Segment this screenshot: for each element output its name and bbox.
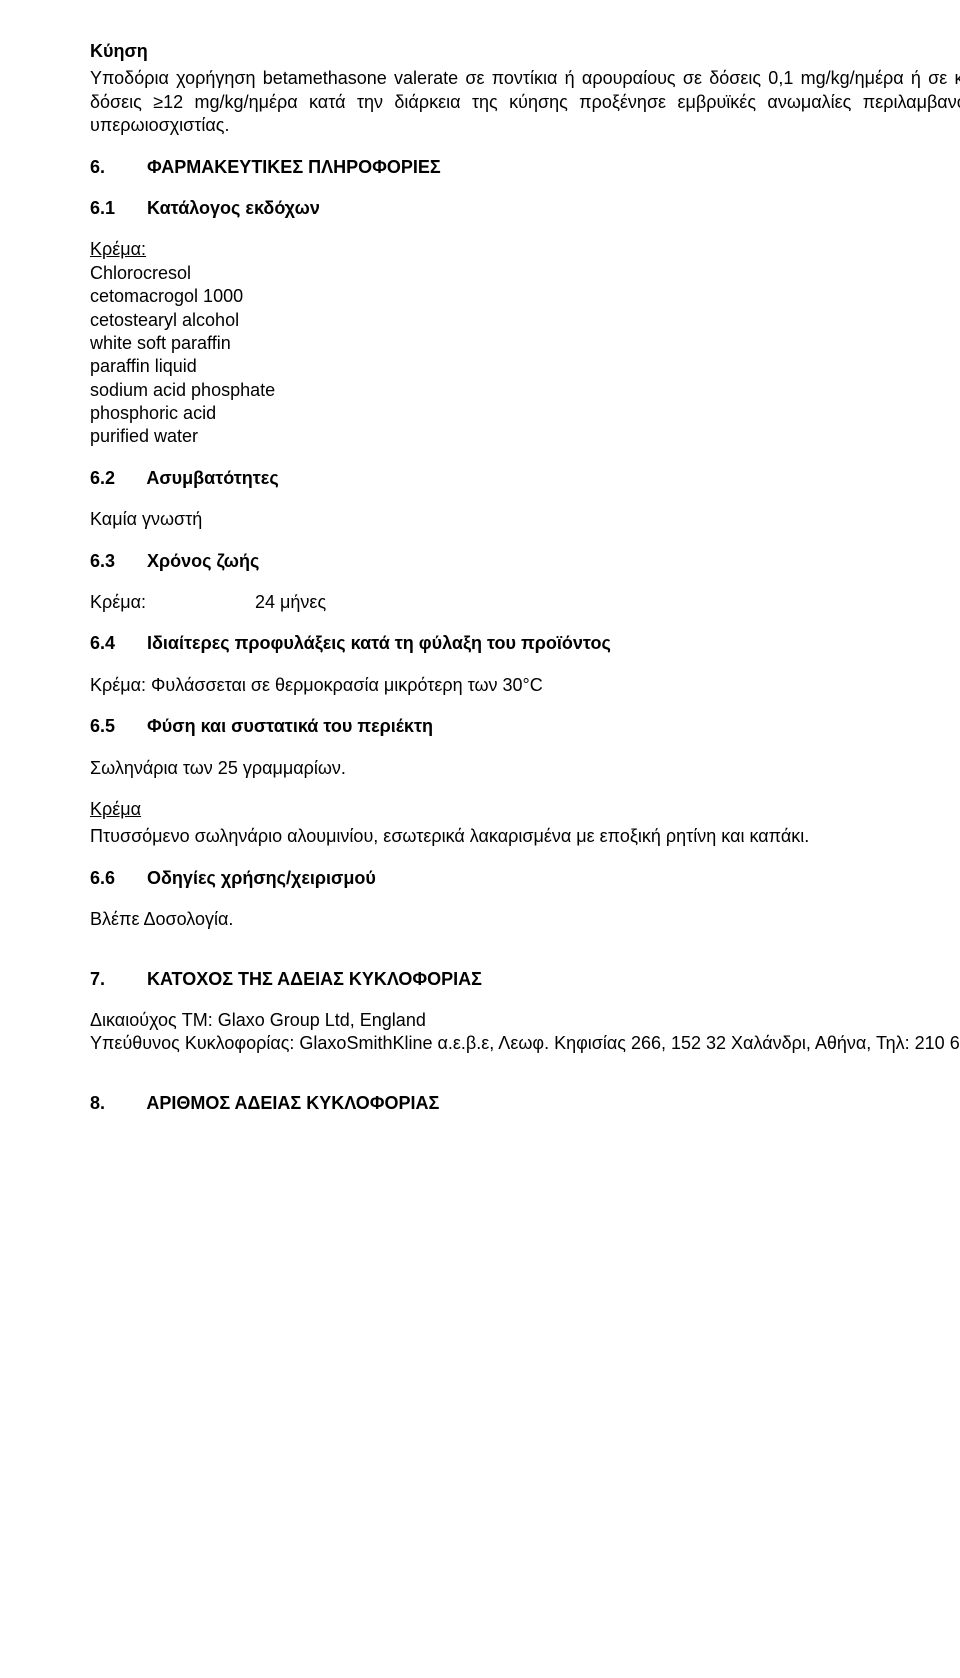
section-6-1-heading: 6.1 Κατάλογος εκδόχων	[90, 197, 960, 220]
page-number: 8	[90, 1175, 960, 1196]
krema-body: Πτυσσόμενο σωληνάριο αλουμινίου, εσωτερι…	[90, 825, 960, 848]
section-6-4-body: Κρέμα: Φυλάσσεται σε θερμοκρασία μικρότε…	[90, 674, 960, 697]
section-6-2-heading: 6.2 Ασυμβατότητες	[90, 467, 960, 490]
section-6-2-title: Ασυμβατότητες	[146, 468, 278, 488]
section-8-heading: 8. ΑΡΙΘΜΟΣ ΑΔΕΙΑΣ ΚΥΚΛΟΦΟΡΙΑΣ	[90, 1092, 960, 1115]
section-6-5-heading: 6.5 Φύση και συστατικά του περιέκτη	[90, 715, 960, 738]
section-6-4-title: Ιδιαίτερες προφυλάξεις κατά τη φύλαξη το…	[147, 633, 611, 653]
section-7-title: ΚΑΤΟΧΟΣ ΤΗΣ ΑΔΕΙΑΣ ΚΥΚΛΟΦΟΡΙΑΣ	[147, 969, 482, 989]
shelf-life-value: 24 μήνες	[255, 592, 326, 612]
section-6-3-heading: 6.3 Χρόνος ζωής	[90, 550, 960, 573]
pregnancy-section: Κύηση Υποδόρια χορήγηση betamethasone va…	[90, 40, 960, 138]
section-6-3-title: Χρόνος ζωής	[147, 551, 259, 571]
shelf-life-label: Κρέμα:	[90, 591, 250, 614]
section-6-6-body: Βλέπε Δοσολογία.	[90, 908, 960, 931]
section-6-6-title: Οδηγίες χρήσης/χειρισμού	[147, 868, 376, 888]
excipient-item: phosphoric acid	[90, 402, 960, 425]
excipient-item: Chlorocresol	[90, 262, 960, 285]
section-6-6-number: 6.6	[90, 867, 142, 890]
section-8-number: 8.	[90, 1092, 142, 1115]
section-6-heading: 6. ΦΑΡΜΑΚΕΥΤΙΚΕΣ ΠΛΗΡΟΦΟΡΙΕΣ	[90, 156, 960, 179]
section-6-4-number: 6.4	[90, 632, 142, 655]
section-6-4-heading: 6.4 Ιδιαίτερες προφυλάξεις κατά τη φύλαξ…	[90, 632, 960, 655]
pregnancy-body: Υποδόρια χορήγηση betamethasone valerate…	[90, 67, 960, 137]
section-7-heading: 7. ΚΑΤΟΧΟΣ ΤΗΣ ΑΔΕΙΑΣ ΚΥΚΛΟΦΟΡΙΑΣ	[90, 968, 960, 991]
section-6-1-title: Κατάλογος εκδόχων	[147, 198, 320, 218]
pregnancy-title: Κύηση	[90, 40, 960, 63]
section-6-5-krema-block: Κρέμα Πτυσσόμενο σωληνάριο αλουμινίου, ε…	[90, 798, 960, 849]
krema-label: Κρέμα	[90, 798, 960, 821]
section-6-5-line1: Σωληνάρια των 25 γραμμαρίων.	[90, 757, 960, 780]
section-6-title: ΦΑΡΜΑΚΕΥΤΙΚΕΣ ΠΛΗΡΟΦΟΡΙΕΣ	[147, 157, 441, 177]
excipient-item: cetostearyl alcohol	[90, 309, 960, 332]
shelf-life-row: Κρέμα: 24 μήνες	[90, 591, 960, 614]
excipient-item: sodium acid phosphate	[90, 379, 960, 402]
excipients-lead-label: Κρέμα:	[90, 238, 960, 261]
section-6-number: 6.	[90, 156, 142, 179]
section-7-body: Δικαιούχος TM: Glaxo Group Ltd, England …	[90, 1009, 960, 1056]
section-6-2-number: 6.2	[90, 467, 142, 490]
section-6-5-number: 6.5	[90, 715, 142, 738]
excipient-item: paraffin liquid	[90, 355, 960, 378]
section-6-2-body: Καμία γνωστή	[90, 508, 960, 531]
section-6-1-number: 6.1	[90, 197, 142, 220]
section-6-6-heading: 6.6 Οδηγίες χρήσης/χειρισμού	[90, 867, 960, 890]
section-8-title: ΑΡΙΘΜΟΣ ΑΔΕΙΑΣ ΚΥΚΛΟΦΟΡΙΑΣ	[146, 1093, 439, 1113]
section-6-3-number: 6.3	[90, 550, 142, 573]
excipient-item: cetomacrogol 1000	[90, 285, 960, 308]
section-7-number: 7.	[90, 968, 142, 991]
section-6-5-title: Φύση και συστατικά του περιέκτη	[147, 716, 433, 736]
excipients-block: Κρέμα: Chlorocresol cetomacrogol 1000 ce…	[90, 238, 960, 449]
excipient-item: white soft paraffin	[90, 332, 960, 355]
excipient-item: purified water	[90, 425, 960, 448]
